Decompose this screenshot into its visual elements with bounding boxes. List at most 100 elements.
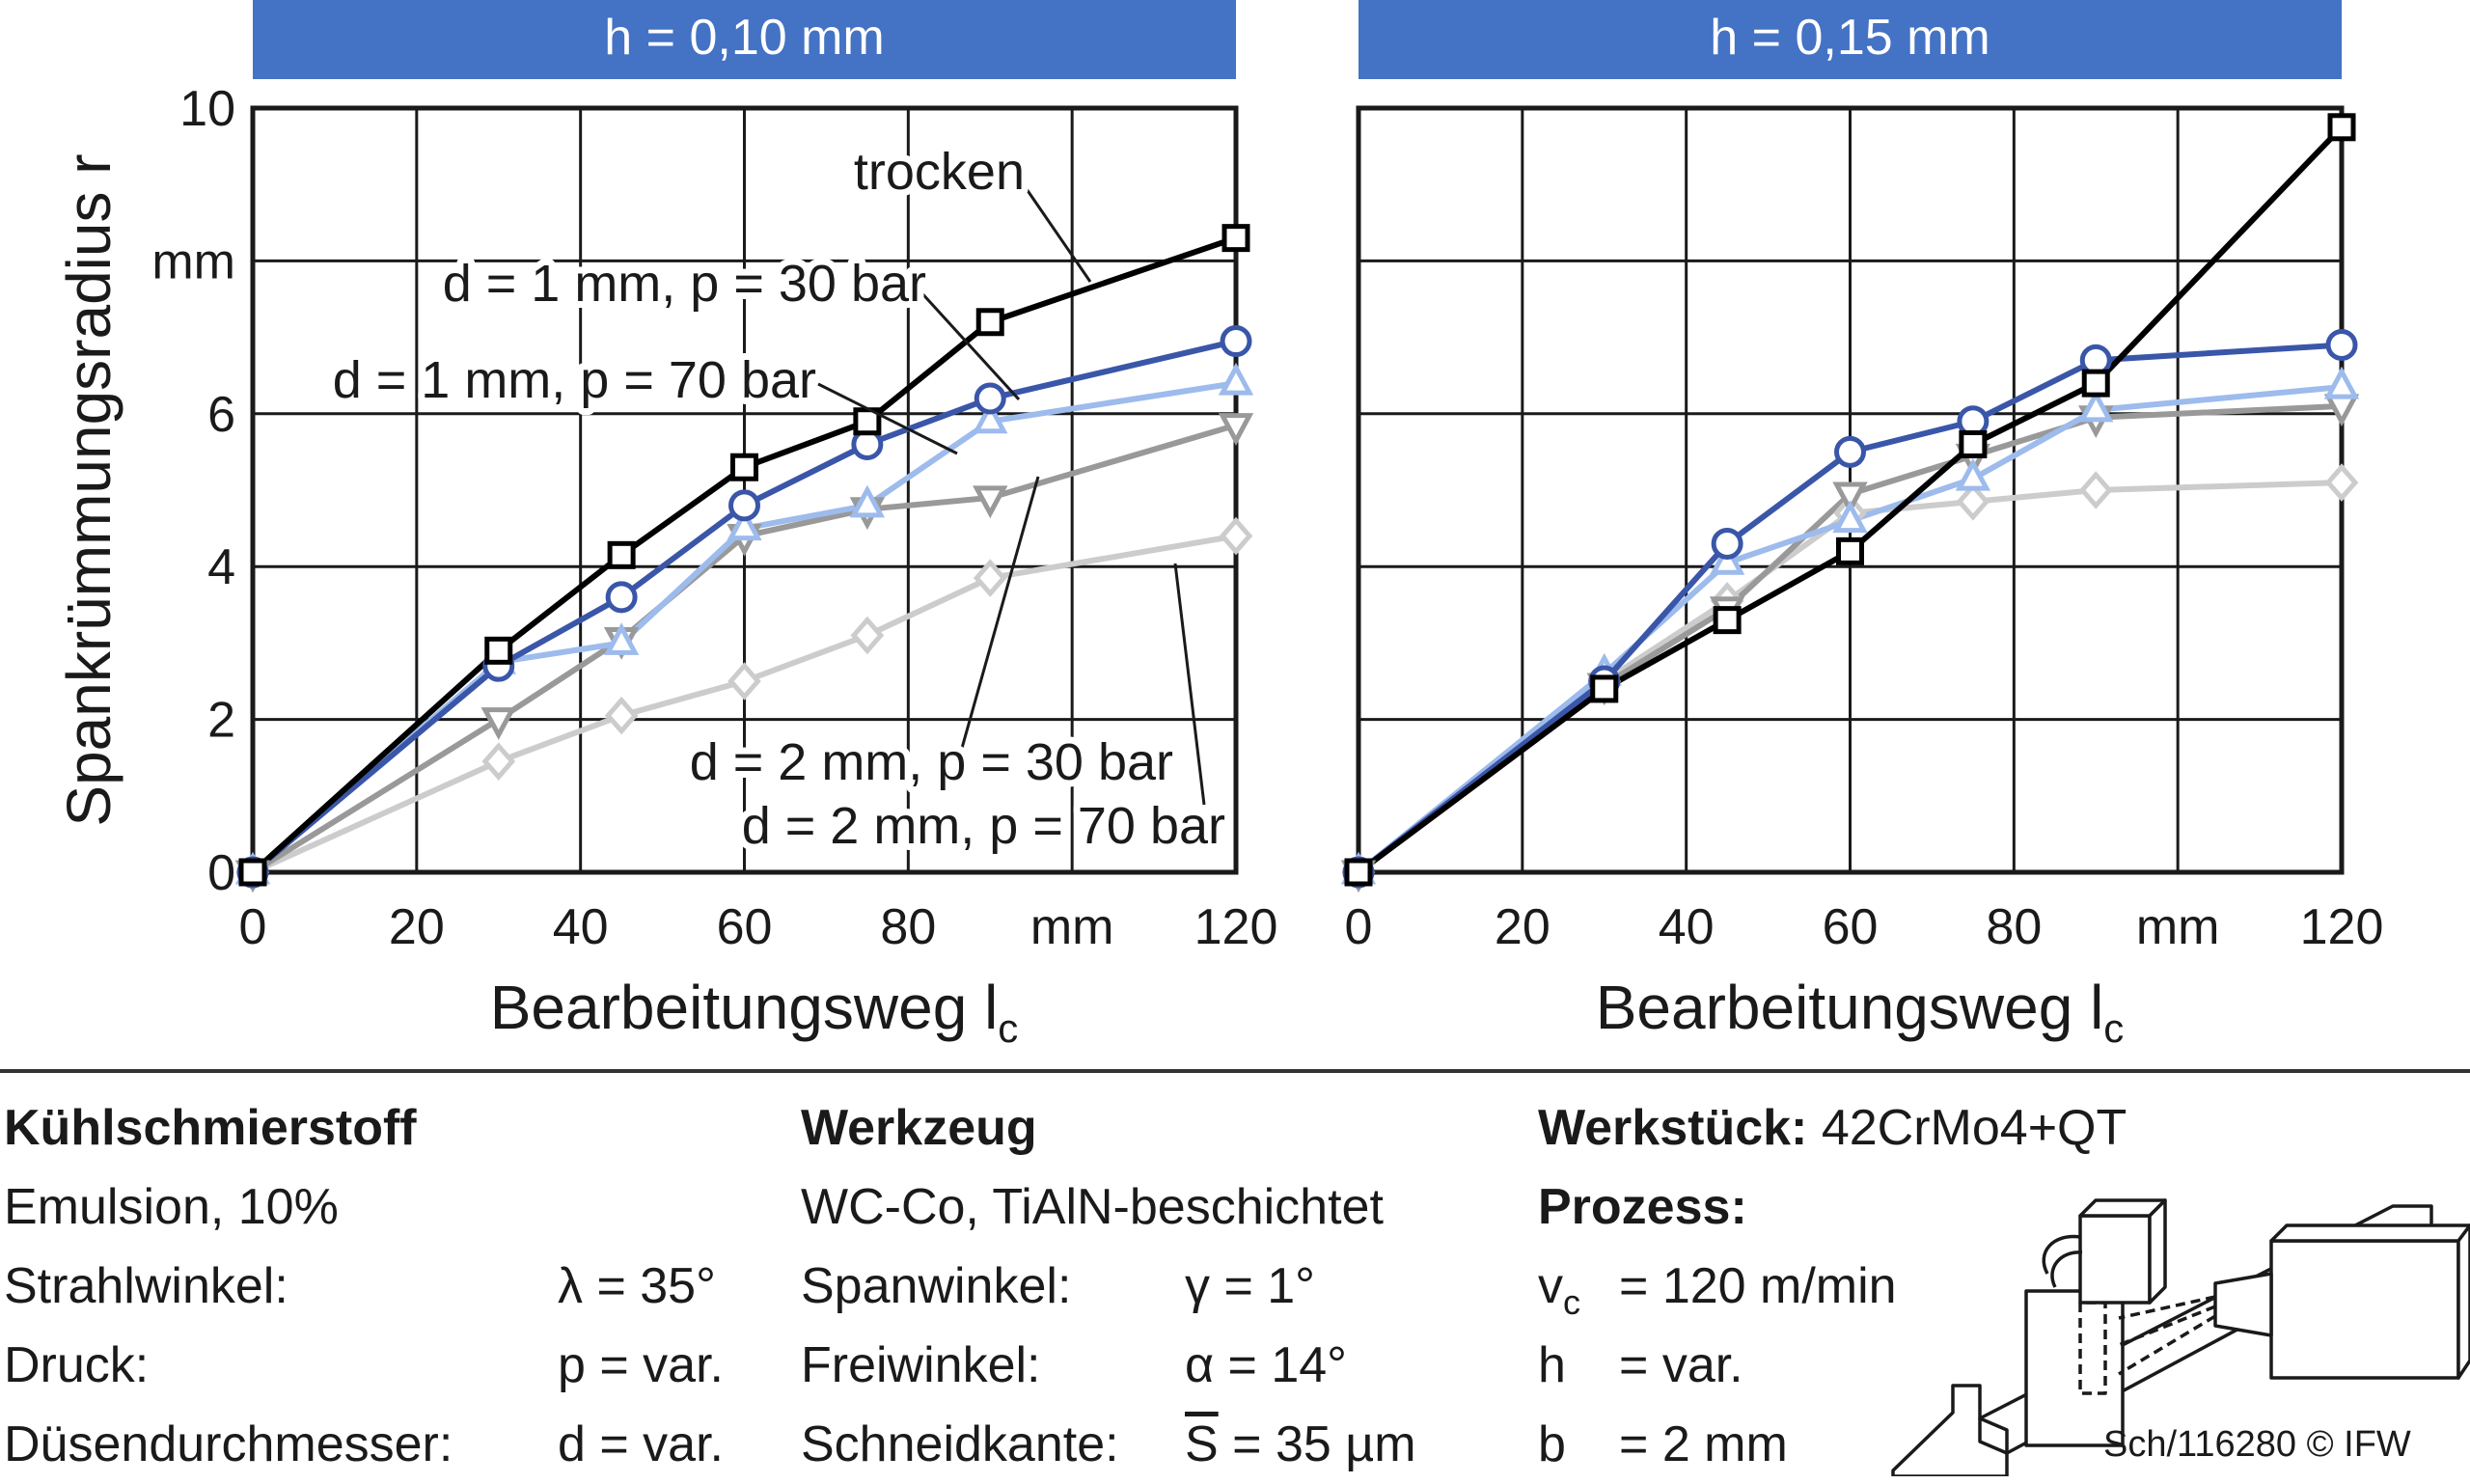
data-point [604,696,639,735]
annotation-leader-line [817,382,958,455]
x-axis-label: Bearbeitungsweg lc [490,973,1019,1051]
data-point [1221,224,1250,253]
data-point [975,308,1004,337]
coolant-column: Kühlschmierstoff Emulsion, 10% Strahlwin… [4,1088,776,1484]
process-title: Prozess: [1538,1179,1747,1235]
process-speed-symbol: v [1538,1258,1563,1314]
footer-divider [0,1069,2470,1073]
x-tick-label: 40 [1659,899,1715,955]
data-point [1955,457,1991,491]
x-tick-label: 60 [1823,899,1879,955]
panel-header-title: h = 0,15 mm [1710,10,1990,66]
y-axis-label: Spankrümmungsradius r [54,153,124,826]
process-width-value: = 2 mm [1619,1416,1788,1472]
x-axis-label: Bearbeitungsweg lc [1596,973,2125,1051]
y-tick-label: 10 [179,81,235,137]
data-point [1219,516,1253,556]
data-point [973,485,1008,519]
tool-clearance-value: α = 14° [1185,1337,1347,1393]
tool-rake-label: Spanwinkel: [801,1258,1072,1314]
annotation-leader-line [1025,188,1092,283]
data-point [1959,429,1988,458]
annotation-d1-p70: d = 1 mm, p = 70 bar [333,351,816,409]
data-point [974,382,1006,415]
annotation-leader-line [1173,563,1206,806]
data-point [1709,541,1745,575]
process-width-symbol: b [1538,1416,1566,1472]
annotation-leader-line [917,288,1021,401]
data-point [1218,362,1254,396]
workpiece-material: 42CrMo4+QT [1821,1100,2127,1156]
x-tick-label: mm [2136,899,2220,955]
data-point [605,581,638,614]
x-tick-label: 60 [717,899,773,955]
coolant-pressure-label: Druck: [4,1337,150,1393]
annotation-trocken-halo: trocken [854,143,1025,201]
coolant-angle-value: λ = 35° [558,1258,716,1314]
data-point [480,707,516,740]
process-depth-symbol: h [1538,1337,1566,1393]
data-point [973,400,1008,434]
y-tick-label: 4 [207,539,235,595]
data-point [2081,369,2110,398]
data-point [973,559,1007,597]
tool-clearance-label: Freiwinkel: [801,1337,1041,1393]
data-point [1344,858,1373,887]
data-point [607,540,636,569]
coolant-nozzle-row: Düsendurchmesser: d = var. [4,1405,776,1484]
setup-sketch-icon [1891,1198,2470,1476]
data-point [484,636,513,665]
x-tick-label: 80 [1986,899,2042,955]
workpiece-column: Werkstück: 42CrMo4+QT Prozess: vc = 120 … [1538,1088,2155,1484]
tool-edge-amount: = 35 µm [1218,1416,1416,1472]
tool-edge-symbol: S [1185,1416,1219,1472]
panel-header-title: h = 0,10 mm [604,10,884,66]
data-point [1711,527,1743,560]
data-point [603,622,640,655]
footer: Kühlschmierstoff Emulsion, 10% Strahlwin… [0,1069,2470,1476]
x-tick-label: 20 [1495,899,1551,955]
workpiece-title: Werkstück: [1538,1100,1808,1156]
tool-edge-row: Schneidkante: S = 35 µm [801,1405,1515,1484]
data-point [1218,413,1254,446]
chart-area: h = 0,10 mm 0 20 40 60 80 mm 120 Bearbeitungsweg… [54,0,2383,1051]
process-speed-row: vc = 120 m/min [1538,1247,2155,1326]
y-tick-label: mm [151,234,235,289]
coolant-nozzle-value: d = var. [558,1416,724,1472]
chart-panel-2: h = 0,15 mm 0 20 40 60 80 mm 120 Bearbeitungsweg… [1340,0,2383,1051]
x-tick-label: 0 [1345,899,1373,955]
data-point [1834,435,1866,468]
coolant-angle-row: Strahlwinkel: λ = 35° [4,1247,776,1326]
y-tick-label: 2 [207,693,235,749]
tool-rake-value: γ = 1° [1185,1258,1315,1314]
data-point [2078,389,2114,423]
data-point [850,616,885,655]
data-point [2323,366,2360,399]
tool-edge-label: Schneidkante: [801,1416,1119,1472]
plot-frame [250,105,1239,875]
data-point [1832,481,1868,515]
data-point [238,858,267,887]
process-speed-value: = 120 m/min [1619,1258,1897,1314]
tool-material: WC-Co, TiAlN-beschichtet [801,1179,1384,1235]
annotation-d1-p70-halo: d = 1 mm, p = 70 bar [333,351,816,409]
annotation-trocken: trocken [854,143,1025,201]
coolant-title: Kühlschmierstoff [4,1100,417,1156]
tool-title: Werkzeug [801,1100,1037,1156]
panel-header-bar [1358,0,2342,79]
data-point [2327,113,2356,142]
panel-header-bar [253,0,1236,79]
tool-column: Werkzeug WC-Co, TiAlN-beschichtet Spanwi… [801,1088,1515,1484]
data-point [1590,674,1619,703]
annotation-leader-line [957,476,1040,759]
data-point [1832,500,1868,534]
data-point [1713,606,1742,635]
process-width-row: b = 2 mm [1538,1405,2155,1484]
annotation-d1-p30: d = 1 mm, p = 30 bar [443,255,926,313]
x-axis-label-subscript: c [2103,1005,2124,1051]
data-point [849,484,886,518]
x-tick-label: 120 [1194,899,1278,955]
data-point [727,508,762,541]
data-point [1956,482,1990,521]
